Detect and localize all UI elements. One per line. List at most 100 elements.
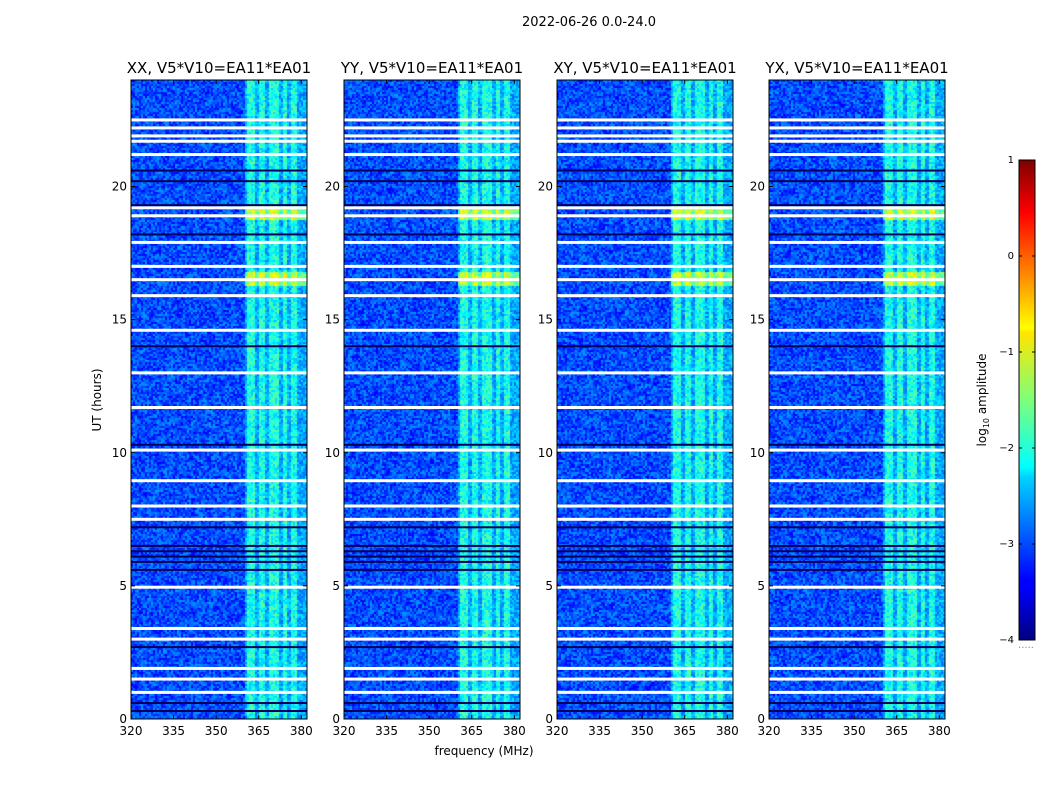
x-tick-label: 365 bbox=[247, 724, 270, 738]
dark-row bbox=[769, 233, 945, 236]
dark-row bbox=[131, 560, 307, 563]
flagged-row bbox=[557, 405, 733, 409]
flagged-row bbox=[557, 677, 733, 681]
flagged-row bbox=[344, 240, 520, 244]
flagged-row bbox=[769, 504, 945, 508]
dark-row bbox=[557, 710, 733, 713]
flagged-row bbox=[131, 134, 307, 138]
colorbar: 10−1−2−3−4 log10 amplitude ..... bbox=[975, 155, 1036, 651]
flagged-row bbox=[557, 206, 733, 210]
flagged-row bbox=[131, 405, 307, 409]
dark-row bbox=[344, 526, 520, 529]
flagged-row bbox=[131, 264, 307, 268]
flagged-row bbox=[344, 666, 520, 670]
flagged-row bbox=[131, 206, 307, 210]
x-tick-label: 335 bbox=[800, 724, 823, 738]
panel-frame bbox=[768, 79, 946, 720]
flagged-row bbox=[769, 153, 945, 157]
colorbar-label-rest: amplitude bbox=[975, 354, 989, 418]
flagged-row bbox=[557, 126, 733, 130]
flagged-row bbox=[344, 294, 520, 298]
flagged-row bbox=[769, 240, 945, 244]
flagged-row bbox=[344, 206, 520, 210]
flagged-row bbox=[131, 637, 307, 641]
dark-row bbox=[557, 345, 733, 348]
flagged-row bbox=[131, 126, 307, 130]
flagged-row bbox=[769, 585, 945, 589]
heatmap-image bbox=[344, 80, 520, 719]
dark-row bbox=[131, 233, 307, 236]
dark-row bbox=[344, 345, 520, 348]
dark-row bbox=[344, 560, 520, 563]
flagged-row bbox=[557, 479, 733, 483]
flagged-row bbox=[344, 504, 520, 508]
flagged-row bbox=[769, 690, 945, 694]
flagged-row bbox=[131, 448, 307, 452]
dark-row bbox=[557, 702, 733, 705]
dark-row bbox=[131, 550, 307, 553]
dark-row bbox=[131, 646, 307, 649]
dark-row bbox=[769, 180, 945, 183]
x-tick-label: 335 bbox=[375, 724, 398, 738]
dark-row bbox=[131, 204, 307, 207]
flagged-row bbox=[131, 294, 307, 298]
flagged-row bbox=[344, 637, 520, 641]
flagged-row bbox=[344, 126, 520, 130]
colorbar-tick-label: −2 bbox=[999, 443, 1014, 454]
colorbar-label: log10 amplitude bbox=[975, 354, 991, 447]
dark-row bbox=[557, 646, 733, 649]
y-tick-label: 20 bbox=[750, 180, 765, 194]
dark-row bbox=[557, 544, 733, 547]
flagged-row bbox=[344, 264, 520, 268]
flagged-row bbox=[557, 214, 733, 218]
flagged-row bbox=[344, 118, 520, 122]
x-tick-label: 350 bbox=[631, 724, 654, 738]
dark-row bbox=[557, 568, 733, 571]
x-tick-label: 335 bbox=[162, 724, 185, 738]
dark-row bbox=[769, 204, 945, 207]
x-tick-label: 320 bbox=[333, 724, 356, 738]
y-tick-label: 5 bbox=[332, 579, 340, 593]
colorbar-label-log: log bbox=[975, 428, 989, 446]
y-tick-label: 15 bbox=[325, 313, 340, 327]
flagged-row bbox=[344, 153, 520, 157]
dark-row bbox=[769, 568, 945, 571]
flagged-row bbox=[131, 504, 307, 508]
dark-row bbox=[131, 710, 307, 713]
y-tick-label: 15 bbox=[750, 313, 765, 327]
panel-frame bbox=[556, 79, 734, 720]
flagged-row bbox=[557, 264, 733, 268]
dark-row bbox=[557, 180, 733, 183]
flagged-row bbox=[769, 371, 945, 375]
panel-frame bbox=[343, 79, 521, 720]
dark-row bbox=[769, 544, 945, 547]
colorbar-tick-label: 0 bbox=[1008, 251, 1014, 262]
heatmap-image bbox=[131, 80, 307, 719]
dark-row bbox=[344, 180, 520, 183]
panel-title: YY, V5*V10=EA11*EA01 bbox=[340, 59, 523, 77]
flagged-row bbox=[769, 405, 945, 409]
dark-row bbox=[131, 555, 307, 558]
panel-frame bbox=[130, 79, 308, 720]
dark-row bbox=[344, 710, 520, 713]
dark-row bbox=[557, 550, 733, 553]
x-tick-label: 320 bbox=[758, 724, 781, 738]
panel-3: XY, V5*V10=EA11*EA01 320 335 350 365 380 0 5 10 1… bbox=[538, 59, 739, 738]
flagged-row bbox=[557, 328, 733, 332]
flagged-row bbox=[344, 371, 520, 375]
flagged-row bbox=[131, 626, 307, 630]
y-tick-label: 10 bbox=[112, 446, 127, 460]
x-tick-label: 350 bbox=[205, 724, 228, 738]
dark-row bbox=[131, 526, 307, 529]
figure-suptitle: 2022-06-26 0.0-24.0 bbox=[522, 15, 656, 30]
dark-row bbox=[769, 169, 945, 172]
colorbar-gradient bbox=[1018, 159, 1036, 641]
dark-row bbox=[344, 568, 520, 571]
flagged-row bbox=[769, 139, 945, 143]
dark-row bbox=[131, 180, 307, 183]
flagged-row bbox=[557, 626, 733, 630]
y-tick-label: 5 bbox=[545, 579, 553, 593]
dark-row bbox=[769, 345, 945, 348]
flagged-row bbox=[557, 294, 733, 298]
